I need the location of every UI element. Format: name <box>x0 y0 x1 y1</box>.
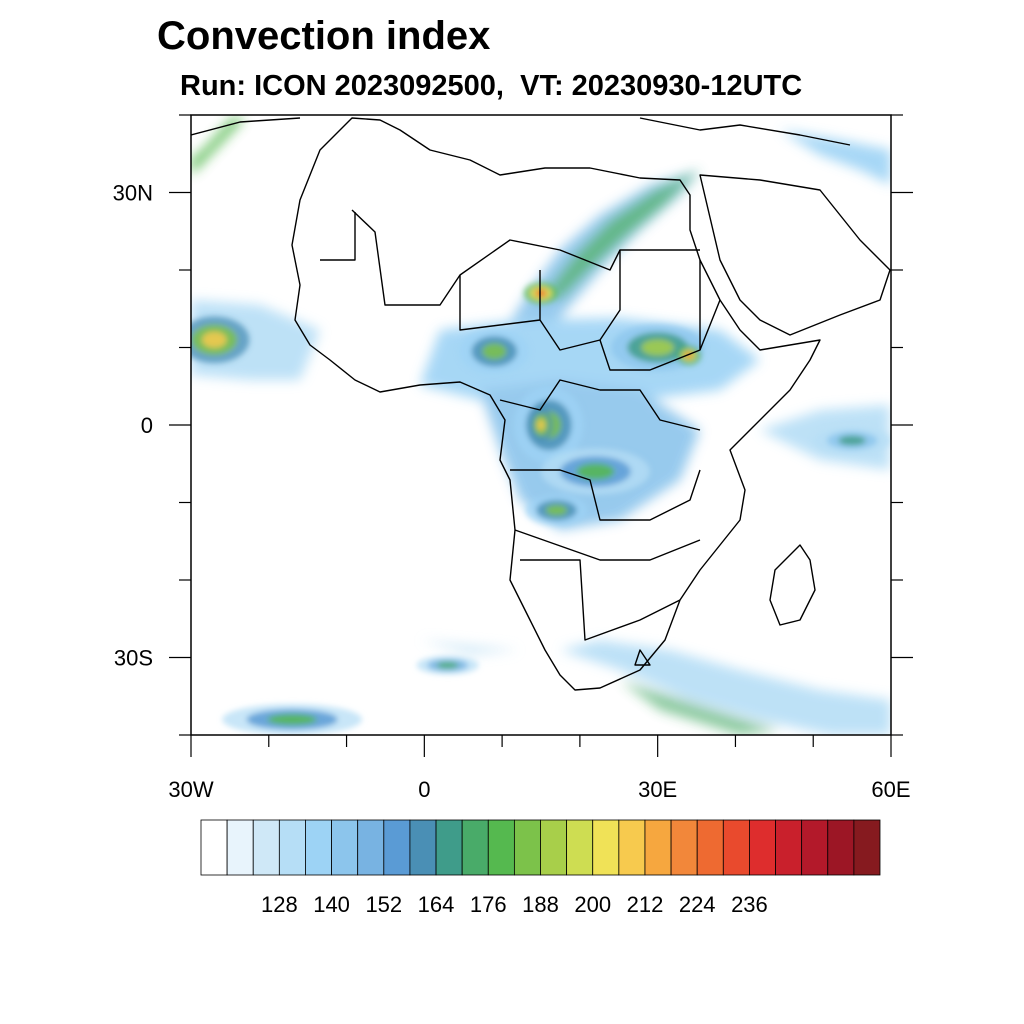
lon-label: 30E <box>638 777 677 802</box>
colorbar-swatch <box>827 819 855 876</box>
colorbar-swatch <box>696 819 724 876</box>
colorbar-swatch <box>566 819 594 876</box>
colorbar-label: 128 <box>261 892 298 917</box>
convection-cell <box>536 419 546 431</box>
colorbar-swatch <box>383 819 411 876</box>
colorbar-swatch <box>305 819 332 876</box>
axis-ticks: 30N 0 30S 30W 0 30E 60E <box>113 114 913 802</box>
page-subtitle: Run: ICON 2023092500, VT: 20230930-12UTC <box>180 70 803 102</box>
colorbar-label: 152 <box>365 892 402 917</box>
lat-label: 30N <box>113 181 153 206</box>
colorbar-label: 176 <box>470 892 507 917</box>
convection-cell <box>436 661 459 669</box>
colorbar-swatch <box>618 819 646 876</box>
colorbar-swatch <box>357 819 385 876</box>
colorbar-swatch <box>670 819 698 876</box>
lat-label: 30S <box>114 646 153 671</box>
colorbar-label: 200 <box>574 892 611 917</box>
convection-cell <box>545 504 568 516</box>
colorbar-swatch <box>226 819 254 876</box>
colorbar-swatch <box>409 819 437 876</box>
weather-cells <box>191 282 891 735</box>
colorbar: 128 140 152 164 176 188 200 212 224 236 <box>200 819 881 917</box>
convection-cell <box>838 435 866 446</box>
colorbar-swatch <box>252 819 280 876</box>
coastlines <box>191 117 891 691</box>
colorbar-label: 188 <box>522 892 559 917</box>
colorbar-label: 140 <box>313 892 350 917</box>
colorbar-swatch <box>435 819 463 876</box>
convection-cell <box>576 463 615 480</box>
colorbar-swatch <box>200 819 228 876</box>
colorbar-swatch <box>722 819 750 876</box>
colorbar-swatch <box>801 819 829 876</box>
convection-cell <box>482 343 507 360</box>
colorbar-swatch <box>853 819 881 876</box>
colorbar-label: 212 <box>627 892 664 917</box>
colorbar-swatch <box>775 819 803 876</box>
page-title: Convection index <box>157 14 491 58</box>
colorbar-label: 236 <box>731 892 768 917</box>
colorbar-swatch <box>513 819 541 876</box>
convection-cell <box>535 289 547 298</box>
lat-label: 0 <box>141 413 153 438</box>
colorbar-swatch <box>331 819 359 876</box>
colorbar-label: 164 <box>418 892 455 917</box>
colorbar-swatch <box>278 819 306 876</box>
colorbar-swatch <box>592 819 620 876</box>
colorbar-swatch <box>487 819 515 876</box>
colorbar-swatch <box>540 819 568 876</box>
colorbar-swatch <box>461 819 489 876</box>
lon-label: 30W <box>168 777 213 802</box>
colorbar-swatch <box>749 819 776 876</box>
lon-label: 0 <box>418 777 430 802</box>
lon-label: 60E <box>871 777 910 802</box>
convection-cell <box>202 331 227 348</box>
colorbar-swatch <box>644 819 672 876</box>
colorbar-label: 224 <box>679 892 716 917</box>
convection-cell <box>267 714 317 725</box>
convection-cell <box>641 339 675 356</box>
